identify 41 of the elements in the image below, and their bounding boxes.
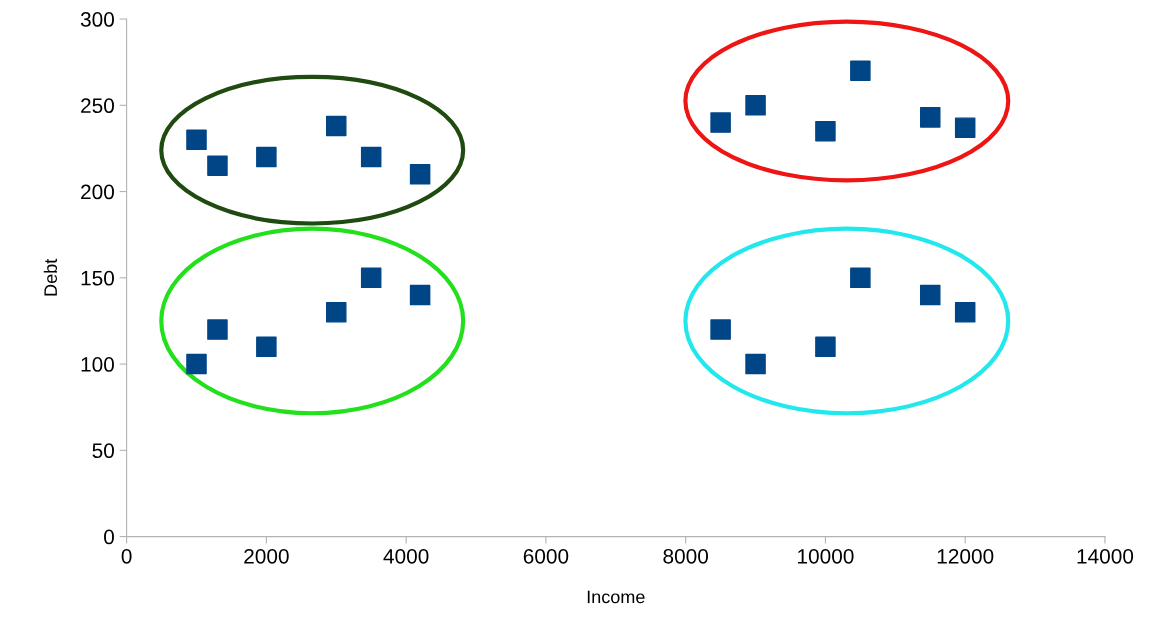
point (954, 302, 976, 323)
point (256, 146, 277, 168)
point (207, 155, 228, 176)
point (710, 319, 731, 340)
point (919, 107, 941, 128)
point (325, 115, 347, 137)
x-tick-label: 10000 (798, 548, 854, 564)
point (710, 112, 731, 133)
point (850, 60, 871, 82)
point (409, 164, 431, 185)
point (815, 120, 836, 142)
y-tick-label: 300 (80, 12, 114, 27)
y-tick-label: 200 (81, 184, 114, 200)
point (815, 336, 836, 358)
point (325, 302, 347, 323)
point (954, 117, 976, 138)
y-axis-title: Debt (43, 258, 58, 296)
point (186, 129, 207, 151)
x-axis-title: Income (587, 590, 645, 604)
x-tick-label: 14000 (1077, 548, 1134, 564)
point (850, 267, 871, 289)
y-tick-label: 0 (104, 529, 114, 545)
y-tick-label: 150 (81, 270, 114, 286)
point (745, 353, 766, 375)
point (919, 284, 941, 306)
x-tick-label: 12000 (937, 548, 994, 564)
point (360, 267, 382, 289)
y-tick-label: 250 (81, 98, 114, 114)
y-tick-label: 50 (92, 443, 114, 459)
y-tick-label: 100 (81, 357, 114, 372)
point (409, 284, 431, 306)
point (186, 353, 207, 375)
x-tick-label: 8000 (663, 548, 709, 564)
point (256, 336, 277, 358)
x-tick-label: 4000 (383, 548, 429, 564)
x-tick-label: 6000 (523, 548, 569, 564)
point (360, 146, 382, 168)
x-tick-label: 0 (121, 548, 132, 564)
x-tick-label: 2000 (244, 548, 289, 564)
point (745, 95, 766, 116)
point (207, 319, 228, 340)
